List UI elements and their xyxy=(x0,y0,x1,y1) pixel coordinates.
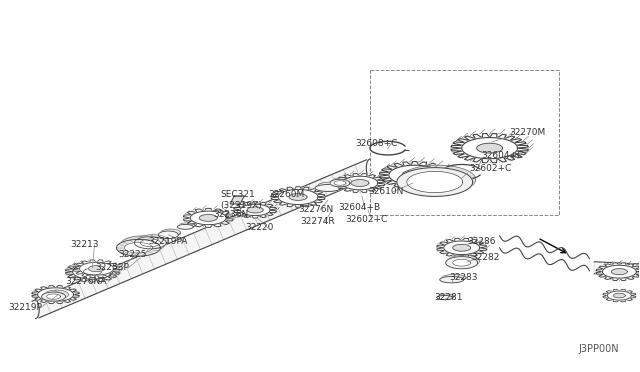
Polygon shape xyxy=(134,237,166,249)
Text: 32281: 32281 xyxy=(435,293,463,302)
Text: 32270M: 32270M xyxy=(509,128,546,137)
Polygon shape xyxy=(613,293,625,298)
Text: 32604+C: 32604+C xyxy=(482,151,524,160)
Polygon shape xyxy=(42,292,65,301)
Polygon shape xyxy=(603,289,636,302)
Text: 32219P: 32219P xyxy=(9,303,42,312)
Text: J3PP00N: J3PP00N xyxy=(579,344,620,355)
Polygon shape xyxy=(444,241,479,254)
Polygon shape xyxy=(116,240,161,256)
Polygon shape xyxy=(79,262,113,275)
Text: 32602+C: 32602+C xyxy=(345,215,387,224)
Polygon shape xyxy=(351,180,369,186)
Polygon shape xyxy=(278,189,318,205)
Text: 32282: 32282 xyxy=(472,253,500,262)
Text: 32610N: 32610N xyxy=(368,187,403,196)
Polygon shape xyxy=(234,202,276,218)
Polygon shape xyxy=(230,196,244,204)
Polygon shape xyxy=(407,171,463,193)
Text: SEC321
(32319X): SEC321 (32319X) xyxy=(220,190,262,210)
Text: 32276NA: 32276NA xyxy=(65,277,107,286)
Polygon shape xyxy=(199,215,217,221)
Polygon shape xyxy=(410,169,466,190)
Polygon shape xyxy=(247,207,263,213)
Polygon shape xyxy=(161,229,180,237)
Polygon shape xyxy=(602,265,636,278)
Polygon shape xyxy=(400,165,476,194)
Polygon shape xyxy=(271,187,325,207)
Polygon shape xyxy=(47,294,61,299)
Polygon shape xyxy=(436,238,486,257)
Polygon shape xyxy=(477,143,502,153)
Polygon shape xyxy=(289,193,307,201)
Polygon shape xyxy=(596,263,640,280)
Polygon shape xyxy=(143,237,163,244)
Polygon shape xyxy=(342,176,378,190)
Polygon shape xyxy=(32,286,79,304)
Text: 32604+B: 32604+B xyxy=(338,203,380,212)
Text: 32276N: 32276N xyxy=(298,205,333,214)
Polygon shape xyxy=(438,294,454,298)
Polygon shape xyxy=(607,291,631,300)
Polygon shape xyxy=(445,257,477,269)
Polygon shape xyxy=(73,260,120,278)
Polygon shape xyxy=(45,290,68,299)
Polygon shape xyxy=(334,181,346,185)
Text: 32236N: 32236N xyxy=(213,211,248,219)
Polygon shape xyxy=(452,259,470,266)
Text: 32225: 32225 xyxy=(118,250,147,259)
Polygon shape xyxy=(611,269,627,275)
Polygon shape xyxy=(336,179,348,184)
Polygon shape xyxy=(183,208,233,227)
Text: 32608+C: 32608+C xyxy=(355,139,397,148)
Polygon shape xyxy=(72,264,113,279)
Polygon shape xyxy=(177,224,193,229)
Polygon shape xyxy=(380,161,450,189)
Text: 32220: 32220 xyxy=(245,223,273,232)
Polygon shape xyxy=(124,243,152,253)
Text: 32253P: 32253P xyxy=(95,263,129,272)
Polygon shape xyxy=(121,236,164,253)
Polygon shape xyxy=(330,179,350,187)
Polygon shape xyxy=(32,160,373,318)
Text: 32286: 32286 xyxy=(468,237,496,246)
Polygon shape xyxy=(461,138,518,159)
Polygon shape xyxy=(402,170,428,180)
Polygon shape xyxy=(190,211,226,225)
Polygon shape xyxy=(389,165,441,185)
Polygon shape xyxy=(137,235,169,247)
Polygon shape xyxy=(88,266,104,272)
Text: 32213: 32213 xyxy=(70,240,99,249)
Polygon shape xyxy=(49,292,63,297)
Polygon shape xyxy=(451,134,528,163)
Polygon shape xyxy=(397,168,473,196)
Polygon shape xyxy=(83,268,102,275)
Polygon shape xyxy=(315,185,341,192)
Polygon shape xyxy=(318,182,344,189)
Polygon shape xyxy=(140,239,161,247)
Polygon shape xyxy=(447,255,479,267)
Text: 32219PA: 32219PA xyxy=(148,237,188,246)
Polygon shape xyxy=(440,276,464,283)
Polygon shape xyxy=(436,295,452,300)
Polygon shape xyxy=(335,173,385,192)
Text: 32283: 32283 xyxy=(450,273,478,282)
Polygon shape xyxy=(65,262,120,282)
Polygon shape xyxy=(158,231,179,238)
Polygon shape xyxy=(240,204,270,216)
Text: 32602+C: 32602+C xyxy=(470,164,512,173)
Text: 32260M: 32260M xyxy=(268,190,305,199)
Polygon shape xyxy=(38,288,74,301)
Polygon shape xyxy=(179,223,195,228)
Polygon shape xyxy=(454,258,472,264)
Polygon shape xyxy=(452,244,470,251)
Polygon shape xyxy=(49,292,63,297)
Polygon shape xyxy=(442,275,466,281)
Text: 32274R: 32274R xyxy=(300,217,335,227)
Polygon shape xyxy=(332,178,352,185)
